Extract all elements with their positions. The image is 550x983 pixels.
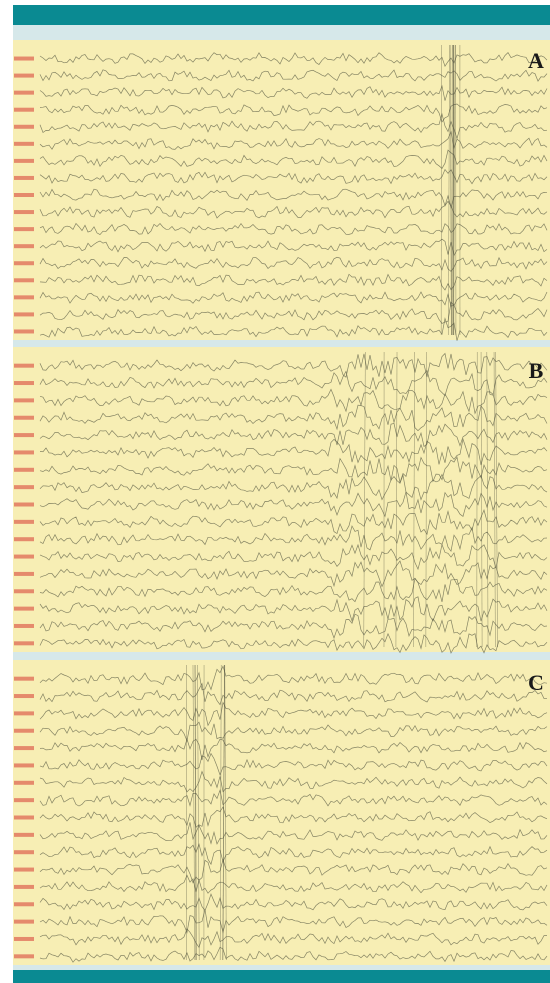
bottom-strip: [13, 965, 550, 970]
channel-label: [14, 677, 34, 681]
channel-label: [14, 193, 34, 197]
panel-label: A: [528, 48, 544, 73]
channel-label: [14, 537, 34, 541]
bottom-bar: [13, 970, 550, 983]
channel-label: [14, 227, 34, 231]
channel-label: [14, 91, 34, 95]
channel-label: [14, 364, 34, 368]
channel-label: [14, 746, 34, 750]
channel-label: [14, 485, 34, 489]
channel-label: [14, 295, 34, 299]
top-bar: [13, 5, 550, 25]
channel-label: [14, 433, 34, 437]
channel-label: [14, 937, 34, 941]
channel-label: [14, 885, 34, 889]
channel-label: [14, 694, 34, 698]
channel-label: [14, 711, 34, 715]
separator: [13, 652, 550, 660]
channel-label: [14, 589, 34, 593]
channel-label: [14, 261, 34, 265]
panel-label: C: [528, 670, 544, 695]
channel-label: [14, 57, 34, 61]
channel-label: [14, 572, 34, 576]
channel-label: [14, 555, 34, 559]
channel-label: [14, 902, 34, 906]
channel-label: [14, 312, 34, 316]
channel-label: [14, 74, 34, 78]
channel-label: [14, 398, 34, 402]
channel-label: [14, 833, 34, 837]
channel-label: [14, 125, 34, 129]
panel-label: B: [529, 358, 544, 383]
channel-label: [14, 850, 34, 854]
channel-label: [14, 641, 34, 645]
channel-label: [14, 781, 34, 785]
channel-label: [14, 381, 34, 385]
channel-label: [14, 868, 34, 872]
channel-label: [14, 607, 34, 611]
channel-label: [14, 954, 34, 958]
channel-label: [14, 920, 34, 924]
channel-label: [14, 244, 34, 248]
channel-label: [14, 624, 34, 628]
channel-label: [14, 210, 34, 214]
page: A B C (() => { const data = JSON.parse(d…: [0, 0, 550, 983]
figure: A B C: [0, 0, 550, 983]
channel-label: [14, 798, 34, 802]
channel-label: [14, 450, 34, 454]
channel-label: [14, 142, 34, 146]
channel-label: [14, 159, 34, 163]
channel-label: [14, 176, 34, 180]
panel-b-bg: [13, 347, 550, 652]
channel-label: [14, 816, 34, 820]
channel-label: [14, 520, 34, 524]
channel-label: [14, 416, 34, 420]
channel-label: [14, 729, 34, 733]
channel-label: [14, 763, 34, 767]
channel-label: [14, 468, 34, 472]
channel-label: [14, 108, 34, 112]
channel-label: [14, 503, 34, 507]
separator: [13, 340, 550, 347]
channel-label: [14, 329, 34, 333]
top-strip: [13, 25, 550, 40]
channel-label: [14, 278, 34, 282]
